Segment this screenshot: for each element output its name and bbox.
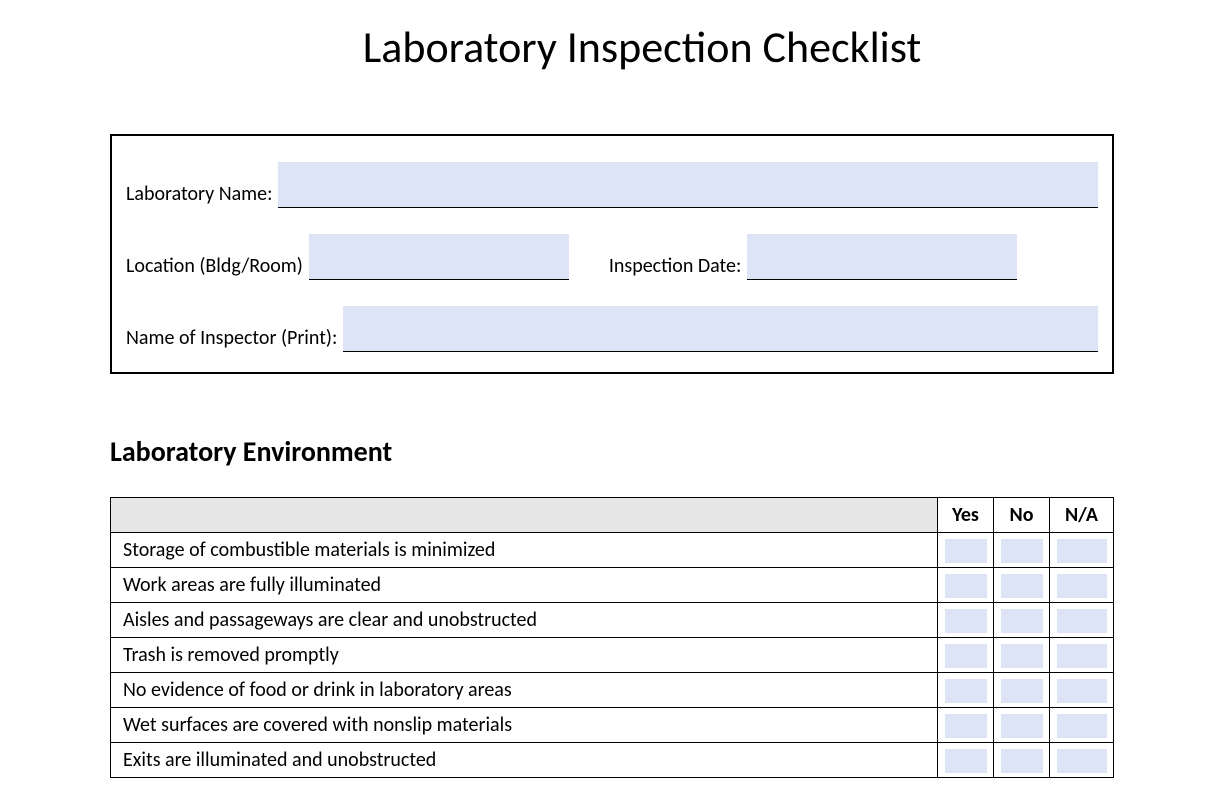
yes-cell	[938, 568, 994, 603]
na-cell	[1050, 603, 1114, 638]
yes-checkbox[interactable]	[945, 609, 987, 633]
na-checkbox[interactable]	[1057, 644, 1107, 668]
yes-cell	[938, 603, 994, 638]
location-field[interactable]	[309, 234, 569, 280]
yes-column-header: Yes	[938, 498, 994, 533]
no-checkbox[interactable]	[1001, 574, 1043, 598]
lab-name-row: Laboratory Name:	[126, 154, 1098, 208]
no-checkbox[interactable]	[1001, 714, 1043, 738]
no-cell	[994, 603, 1050, 638]
table-row: Exits are illuminated and unobstructed	[111, 743, 1114, 778]
section-title: Laboratory Environment	[110, 434, 1114, 469]
lab-name-label: Laboratory Name:	[126, 182, 278, 208]
no-checkbox[interactable]	[1001, 609, 1043, 633]
info-box: Laboratory Name: Location (Bldg/Room) In…	[110, 134, 1114, 374]
table-row: Wet surfaces are covered with nonslip ma…	[111, 708, 1114, 743]
table-row: No evidence of food or drink in laborato…	[111, 673, 1114, 708]
inspector-label: Name of Inspector (Print):	[126, 326, 343, 352]
table-header-row: Yes No N/A	[111, 498, 1114, 533]
inspector-row: Name of Inspector (Print):	[126, 298, 1098, 352]
na-cell	[1050, 568, 1114, 603]
table-row: Storage of combustible materials is mini…	[111, 533, 1114, 568]
no-column-header: No	[994, 498, 1050, 533]
item-description: Aisles and passageways are clear and uno…	[111, 603, 938, 638]
checklist-table: Yes No N/A Storage of combustible materi…	[110, 497, 1114, 778]
na-checkbox[interactable]	[1057, 714, 1107, 738]
item-description: Storage of combustible materials is mini…	[111, 533, 938, 568]
inspection-date-field[interactable]	[747, 234, 1017, 280]
page-title: Laboratory Inspection Checklist	[170, 20, 1114, 74]
na-checkbox[interactable]	[1057, 574, 1107, 598]
item-description: Work areas are fully illuminated	[111, 568, 938, 603]
no-checkbox[interactable]	[1001, 679, 1043, 703]
table-row: Work areas are fully illuminated	[111, 568, 1114, 603]
no-checkbox[interactable]	[1001, 749, 1043, 773]
yes-checkbox[interactable]	[945, 574, 987, 598]
table-row: Aisles and passageways are clear and uno…	[111, 603, 1114, 638]
na-cell	[1050, 533, 1114, 568]
na-cell	[1050, 673, 1114, 708]
inspection-date-label: Inspection Date:	[609, 254, 748, 280]
no-cell	[994, 533, 1050, 568]
no-cell	[994, 638, 1050, 673]
lab-name-field[interactable]	[278, 162, 1098, 208]
no-cell	[994, 568, 1050, 603]
no-cell	[994, 673, 1050, 708]
item-description: Wet surfaces are covered with nonslip ma…	[111, 708, 938, 743]
yes-checkbox[interactable]	[945, 539, 987, 563]
inspector-field[interactable]	[343, 306, 1098, 352]
location-label: Location (Bldg/Room)	[126, 254, 309, 280]
no-checkbox[interactable]	[1001, 539, 1043, 563]
yes-checkbox[interactable]	[945, 644, 987, 668]
no-checkbox[interactable]	[1001, 644, 1043, 668]
item-description: Trash is removed promptly	[111, 638, 938, 673]
yes-cell	[938, 743, 994, 778]
no-cell	[994, 708, 1050, 743]
na-checkbox[interactable]	[1057, 609, 1107, 633]
na-cell	[1050, 638, 1114, 673]
yes-cell	[938, 638, 994, 673]
na-checkbox[interactable]	[1057, 539, 1107, 563]
yes-checkbox[interactable]	[945, 714, 987, 738]
location-date-row: Location (Bldg/Room) Inspection Date:	[126, 226, 1098, 280]
yes-checkbox[interactable]	[945, 679, 987, 703]
item-description: No evidence of food or drink in laborato…	[111, 673, 938, 708]
table-row: Trash is removed promptly	[111, 638, 1114, 673]
yes-cell	[938, 673, 994, 708]
item-description: Exits are illuminated and unobstructed	[111, 743, 938, 778]
yes-cell	[938, 533, 994, 568]
yes-checkbox[interactable]	[945, 749, 987, 773]
na-column-header: N/A	[1050, 498, 1114, 533]
na-cell	[1050, 743, 1114, 778]
na-checkbox[interactable]	[1057, 749, 1107, 773]
yes-cell	[938, 708, 994, 743]
desc-column-header	[111, 498, 938, 533]
na-checkbox[interactable]	[1057, 679, 1107, 703]
na-cell	[1050, 708, 1114, 743]
no-cell	[994, 743, 1050, 778]
